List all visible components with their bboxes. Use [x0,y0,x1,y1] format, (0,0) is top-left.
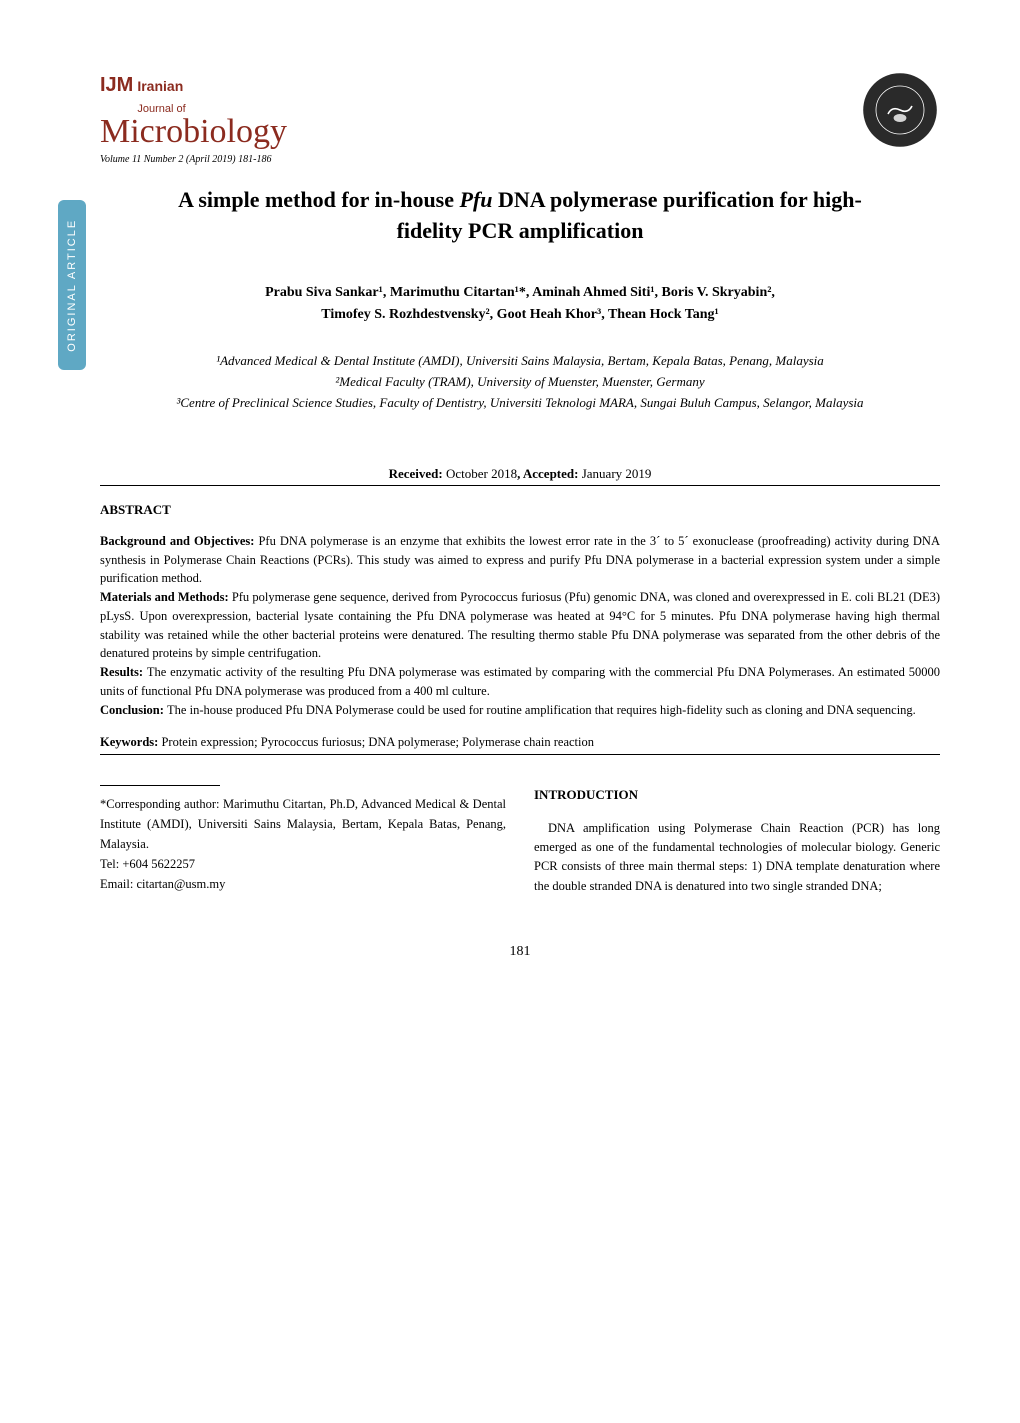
page-header: IJM Iranian Journal of Microbiology Volu… [100,70,940,167]
journal-iranian: Iranian [137,78,183,94]
keywords-line: Keywords: Protein expression; Pyrococcus… [100,733,940,752]
affiliations-block: ¹Advanced Medical & Dental Institute (AM… [130,351,910,413]
received-label: Received: [389,466,443,481]
left-column: *Corresponding author: Marimuthu Citarta… [100,785,506,896]
corresponding-rule [100,785,220,786]
title-part1: A simple method for in-house [178,187,459,212]
background-label: Background and Objectives: [100,534,258,548]
journal-top-line: IJM Iranian Journal of [100,70,287,119]
abstract-body: Background and Objectives: Pfu DNA polym… [100,532,940,720]
affiliation-2: ²Medical Faculty (TRAM), University of M… [130,372,910,393]
introduction-heading: INTRODUCTION [534,785,940,805]
volume-prefix: Volume 11 Number 2 [100,154,186,165]
affiliation-3: ³Centre of Preclinical Science Studies, … [130,393,910,414]
article-type-tab: ORIGINAL ARTICLE [58,200,86,370]
corresponding-tel: Tel: +604 5622257 [100,854,506,874]
corresponding-email: Email: citartan@usm.my [100,874,506,894]
journal-name: Microbiology [100,115,287,149]
keywords-text: Protein expression; Pyrococcus furiosus;… [161,735,594,749]
article-title: A simple method for in-house Pfu DNA pol… [160,185,880,247]
journal-masthead: IJM Iranian Journal of Microbiology Volu… [100,70,287,167]
affiliation-1: ¹Advanced Medical & Dental Institute (AM… [130,351,910,372]
results-text: The enzymatic activity of the resulting … [100,665,940,698]
right-column: INTRODUCTION DNA amplification using Pol… [534,785,940,896]
corresponding-block: *Corresponding author: Marimuthu Citarta… [100,794,506,894]
keywords-label: Keywords: [100,735,161,749]
divider-top [100,485,940,486]
conclusion-text: The in-house produced Pfu DNA Polymerase… [167,703,916,717]
journal-mark: IJM [100,70,133,100]
authors-line1: Prabu Siva Sankar¹, Marimuthu Citartan¹*… [150,282,890,304]
accepted-label: , Accepted: [517,466,578,481]
article-type-label: ORIGINAL ARTICLE [64,219,81,352]
title-italic: Pfu [460,187,493,212]
abstract-heading: ABSTRACT [100,500,940,520]
authors-line2: Timofey S. Rozhdestvensky², Goot Heah Kh… [150,304,890,326]
dates-bar: Received: October 2018, Accepted: Januar… [100,464,940,484]
volume-pages: 181-186 [236,154,272,165]
conclusion-label: Conclusion: [100,703,167,717]
society-seal-icon [860,70,940,150]
results-label: Results: [100,665,147,679]
materials-label: Materials and Methods: [100,590,232,604]
corresponding-main: *Corresponding author: Marimuthu Citarta… [100,794,506,854]
introduction-body: DNA amplification using Polymerase Chain… [534,819,940,897]
authors-block: Prabu Siva Sankar¹, Marimuthu Citartan¹*… [150,282,890,327]
accepted-value: January 2019 [578,466,651,481]
page-number: 181 [100,941,940,962]
two-column-section: *Corresponding author: Marimuthu Citarta… [100,785,940,896]
volume-info: Volume 11 Number 2 (April 2019) 181-186 [100,152,287,167]
divider-bottom [100,754,940,755]
volume-date: (April 2019) [186,154,236,165]
received-value: October 2018 [443,466,517,481]
